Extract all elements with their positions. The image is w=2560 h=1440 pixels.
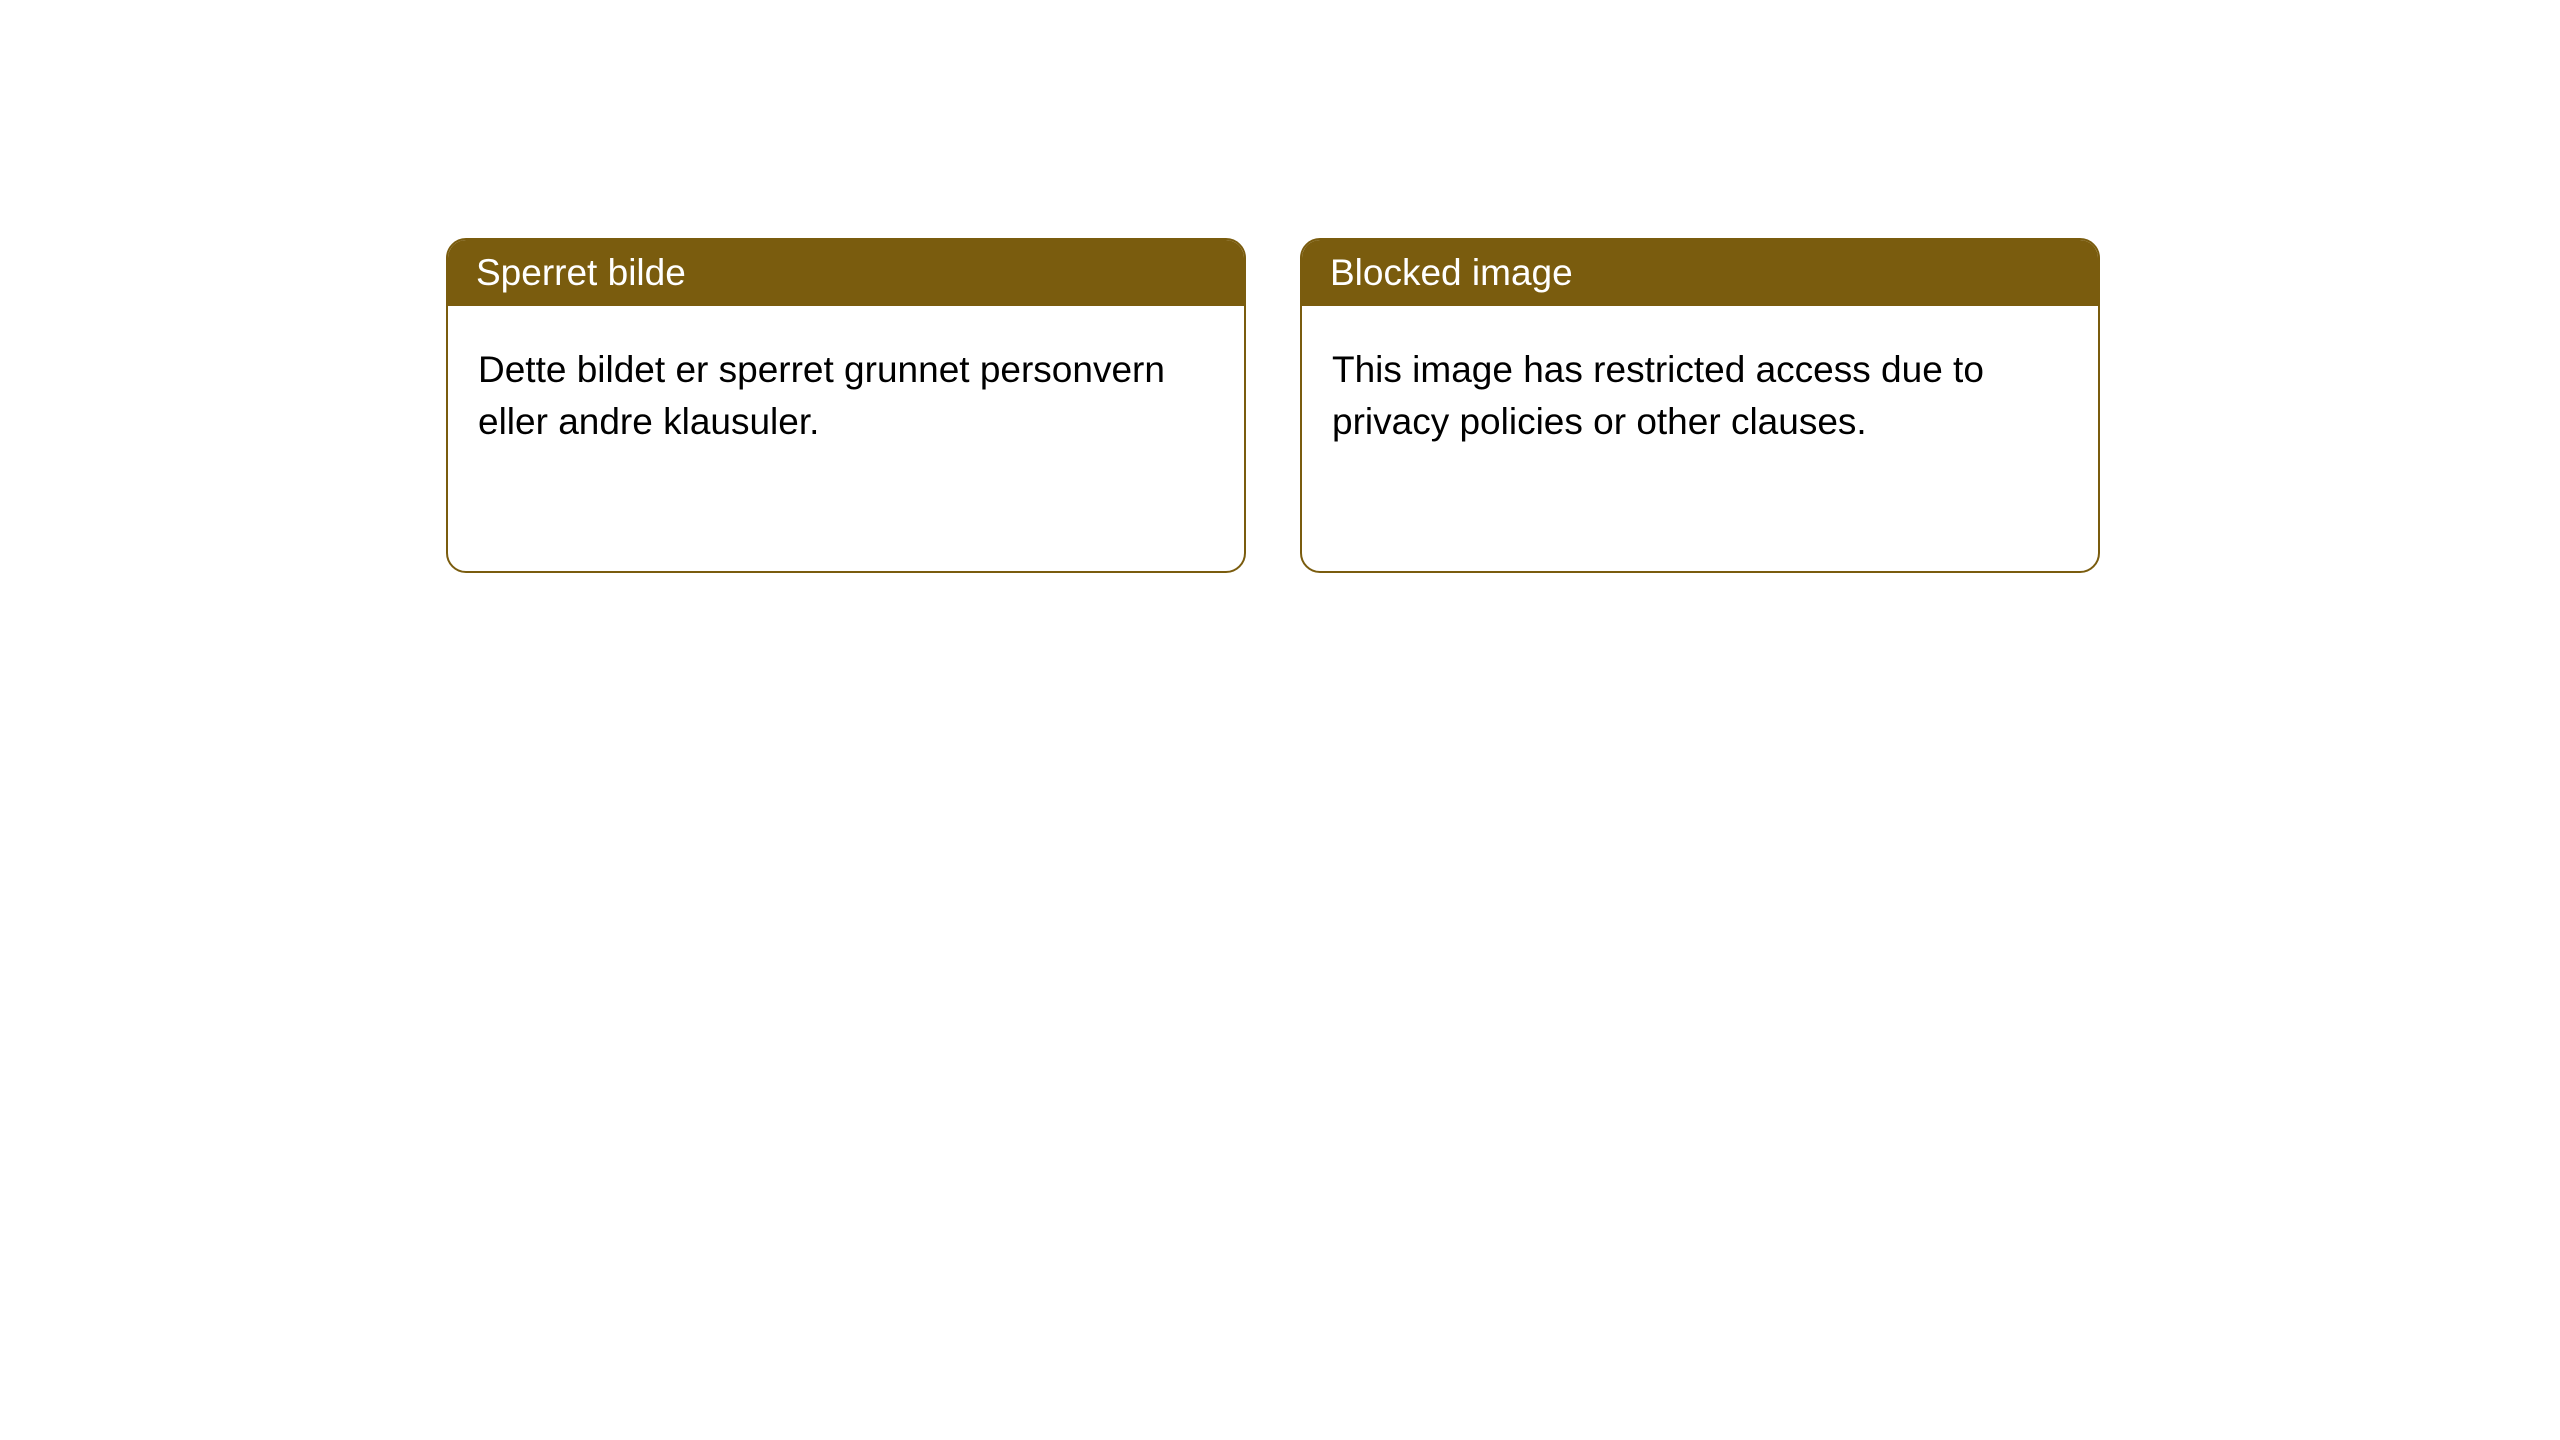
- notice-header: Sperret bilde: [448, 240, 1244, 306]
- notice-header: Blocked image: [1302, 240, 2098, 306]
- notice-body: This image has restricted access due to …: [1302, 306, 2098, 486]
- notice-card-english: Blocked image This image has restricted …: [1300, 238, 2100, 573]
- notice-card-norwegian: Sperret bilde Dette bildet er sperret gr…: [446, 238, 1246, 573]
- notice-body: Dette bildet er sperret grunnet personve…: [448, 306, 1244, 486]
- notice-container: Sperret bilde Dette bildet er sperret gr…: [0, 0, 2560, 573]
